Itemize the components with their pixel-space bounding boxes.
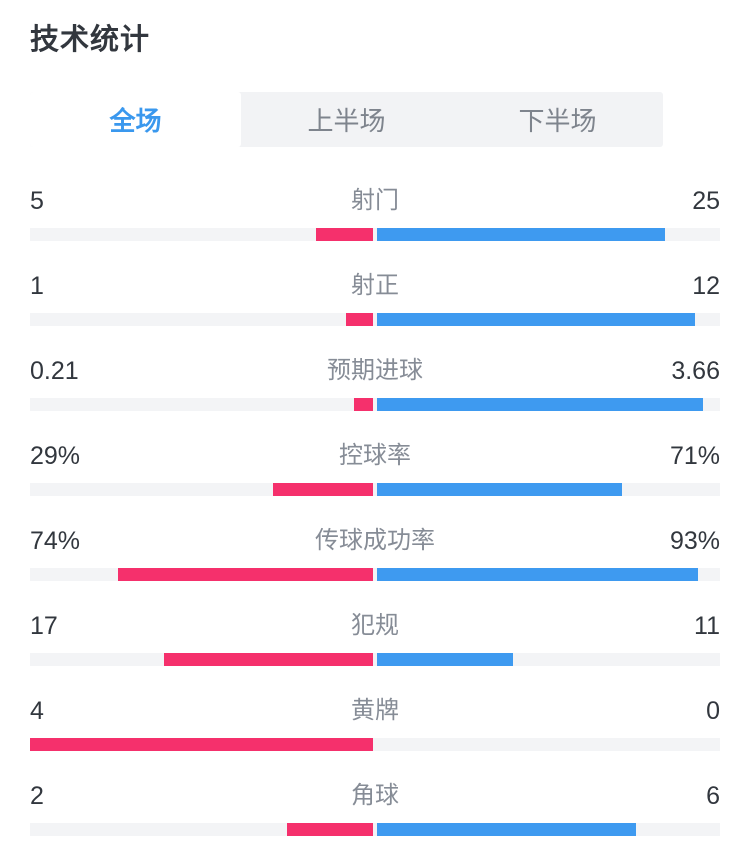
tab-second-half[interactable]: 下半场 [452, 92, 663, 147]
away-value: 11 [694, 612, 720, 640]
stat-row: 5 射门 25 [30, 187, 720, 241]
stat-bar-track [30, 653, 720, 666]
home-bar [163, 653, 373, 666]
away-value: 12 [692, 272, 720, 300]
stat-bar-track [30, 398, 720, 411]
stat-label: 传球成功率 [315, 527, 435, 554]
stats-list: 5 射门 25 1 射正 12 0.21 预期进球 3.66 [30, 187, 720, 836]
stat-label: 预期进球 [327, 357, 423, 384]
home-bar [315, 228, 373, 241]
home-value: 0.21 [30, 357, 79, 385]
home-value: 2 [30, 782, 44, 810]
home-value: 4 [30, 697, 44, 725]
away-bar [377, 823, 636, 836]
away-bar [377, 568, 698, 581]
away-bar [377, 313, 696, 326]
stat-row-header: 2 角球 6 [30, 782, 720, 810]
away-bar [377, 483, 622, 496]
away-value: 6 [706, 782, 720, 810]
home-value: 74% [30, 527, 81, 555]
stat-label: 黄牌 [351, 697, 399, 724]
stat-bar-track [30, 228, 720, 241]
stat-label: 角球 [351, 782, 399, 809]
stat-row-header: 5 射门 25 [30, 187, 720, 215]
away-value: 71% [669, 442, 720, 470]
home-bar [286, 823, 373, 836]
home-bar [272, 483, 373, 496]
tab-first-half[interactable]: 上半场 [241, 92, 452, 147]
stat-row: 4 黄牌 0 [30, 697, 720, 751]
stat-row: 17 犯规 11 [30, 612, 720, 666]
stat-label: 犯规 [351, 612, 399, 639]
away-value: 25 [692, 187, 720, 215]
stat-row-header: 0.21 预期进球 3.66 [30, 357, 720, 385]
stat-row: 29% 控球率 71% [30, 442, 720, 496]
tab-label: 上半场 [307, 106, 386, 136]
home-bar [117, 568, 373, 581]
tab-full-match[interactable]: 全场 [30, 92, 241, 147]
away-value: 0 [706, 697, 720, 725]
stat-row: 1 射正 12 [30, 272, 720, 326]
stat-row-header: 29% 控球率 71% [30, 442, 720, 470]
stat-row: 2 角球 6 [30, 782, 720, 836]
stat-row-header: 74% 传球成功率 93% [30, 527, 720, 555]
away-bar [377, 653, 513, 666]
home-value: 29% [30, 442, 81, 470]
stat-row-header: 4 黄牌 0 [30, 697, 720, 725]
stat-bar-track [30, 738, 720, 751]
stat-row-header: 1 射正 12 [30, 272, 720, 300]
away-bar [377, 228, 665, 241]
home-bar [354, 398, 373, 411]
home-value: 5 [30, 187, 44, 215]
away-value: 93% [669, 527, 720, 555]
stat-row: 0.21 预期进球 3.66 [30, 357, 720, 411]
away-value: 3.66 [671, 357, 720, 385]
home-value: 1 [30, 272, 44, 300]
stat-label: 控球率 [339, 442, 411, 469]
period-tab-bar: 全场 上半场 下半场 [30, 92, 663, 147]
stat-label: 射正 [351, 272, 399, 299]
stat-bar-track [30, 483, 720, 496]
home-bar [346, 313, 373, 326]
tab-label: 下半场 [518, 106, 597, 136]
stat-bar-track [30, 568, 720, 581]
home-value: 17 [30, 612, 58, 640]
stat-bar-track [30, 823, 720, 836]
home-bar [30, 738, 373, 751]
away-bar [377, 398, 704, 411]
stat-row-header: 17 犯规 11 [30, 612, 720, 640]
stat-label: 射门 [351, 187, 399, 214]
tab-label: 全场 [109, 106, 162, 136]
stat-bar-track [30, 313, 720, 326]
page-title: 技术统计 [30, 24, 151, 56]
stat-row: 74% 传球成功率 93% [30, 527, 720, 581]
